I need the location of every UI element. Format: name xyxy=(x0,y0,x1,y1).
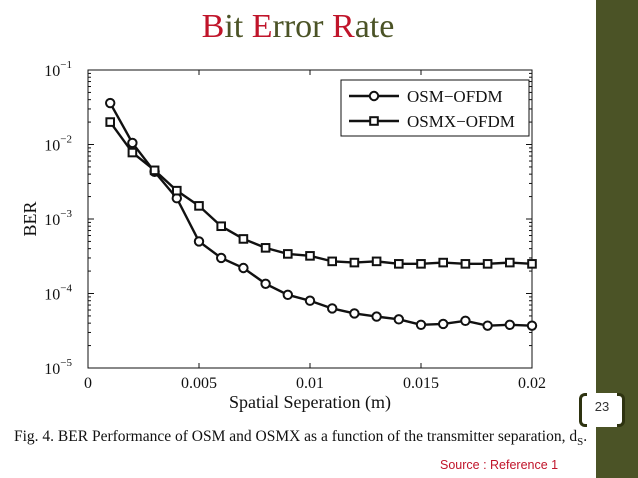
source-note: Source : Reference 1 xyxy=(440,458,559,472)
data-point-square xyxy=(105,117,116,127)
data-point-circle xyxy=(105,97,116,109)
y-tick-exponent: −2 xyxy=(60,134,72,146)
data-point-square xyxy=(371,256,382,267)
y-tick-label: 10−4 xyxy=(44,283,72,304)
data-point-circle xyxy=(216,252,227,264)
slide-title: Bit Error Rate xyxy=(0,8,596,46)
y-tick-base: 10 xyxy=(44,63,60,80)
legend-box xyxy=(340,79,530,137)
data-point-square xyxy=(194,201,204,211)
axis-labels: 0 0.005 0.01 0.015 0.0210−110−210−310−410−5S… xyxy=(20,59,546,413)
bracket-right xyxy=(616,393,625,427)
y-axis-label: BER xyxy=(20,201,40,236)
x-tick-label: 0.015 xyxy=(403,375,439,392)
y-tick-label: 10−5 xyxy=(44,357,72,378)
y-tick-exponent: −3 xyxy=(60,208,72,220)
page-number-background xyxy=(587,393,617,427)
data-point-square xyxy=(260,243,271,253)
y-tick-base: 10 xyxy=(44,212,60,229)
legend-marker-circle xyxy=(368,90,380,102)
legend: OSM−OFDM OSMX−OFDM xyxy=(340,79,530,137)
x-tick-label: 0.01 xyxy=(296,375,324,392)
title-part: R xyxy=(332,8,355,45)
data-point-circle xyxy=(393,314,404,325)
page-number: 23 xyxy=(594,399,610,414)
data-point-square xyxy=(438,257,448,268)
plot-frame xyxy=(87,69,533,369)
data-point-circle xyxy=(127,137,138,149)
title-part: B xyxy=(201,8,225,45)
x-axis-label: Spatial Seperation (m) xyxy=(229,392,391,413)
data-point-square xyxy=(238,234,249,244)
figure-caption: Fig. 4. BER Performance of OSM and OSMX … xyxy=(14,428,594,451)
series-group xyxy=(105,97,538,331)
data-point-circle xyxy=(238,262,249,274)
y-tick-base: 10 xyxy=(44,287,60,304)
data-point-circle xyxy=(482,320,493,331)
y-tick-label: 10−3 xyxy=(44,208,72,229)
data-point-circle xyxy=(460,315,471,327)
data-point-circle xyxy=(504,319,515,331)
data-point-square xyxy=(172,185,182,196)
caption-end: . xyxy=(583,428,588,445)
data-point-square xyxy=(327,256,337,267)
data-point-square xyxy=(416,259,426,269)
legend-label: OSM−OFDM xyxy=(407,87,503,106)
caption-subscript: S xyxy=(577,436,584,449)
data-point-square xyxy=(149,165,160,176)
data-point-circle xyxy=(349,308,360,319)
y-tick-exponent: −4 xyxy=(60,283,72,295)
y-tick-label: 10−1 xyxy=(44,59,72,80)
data-point-circle xyxy=(304,295,316,306)
y-tick-exponent: −1 xyxy=(60,59,72,71)
data-point-square xyxy=(505,257,515,268)
data-point-square xyxy=(283,249,293,259)
data-point-square xyxy=(460,259,471,269)
data-point-square xyxy=(482,259,493,269)
data-point-circle xyxy=(438,318,449,330)
data-point-square xyxy=(349,257,360,268)
x-tick-label: 0 xyxy=(84,375,92,392)
data-point-circle xyxy=(282,289,293,301)
x-tick-label: 0.005 xyxy=(181,375,217,392)
data-point-circle xyxy=(193,236,205,247)
legend-marker-square xyxy=(369,116,379,126)
data-point-square xyxy=(305,251,315,261)
title-part: E xyxy=(251,8,273,45)
data-point-circle xyxy=(260,278,271,289)
legend-label: OSMX−OFDM xyxy=(407,112,515,131)
data-point-circle xyxy=(526,320,538,331)
data-point-square xyxy=(394,259,404,269)
y-tick-exponent: −5 xyxy=(60,357,72,369)
data-point-circle xyxy=(371,311,382,322)
title-part: ate xyxy=(354,8,395,45)
y-tick-base: 10 xyxy=(44,361,60,378)
data-point-square xyxy=(527,259,537,269)
data-point-circle xyxy=(415,319,427,331)
y-tick-base: 10 xyxy=(44,138,60,155)
data-point-circle xyxy=(327,303,338,314)
page-number-badge: 23 xyxy=(579,393,625,427)
caption-text: Fig. 4. BER Performance of OSM and OSMX … xyxy=(14,428,578,445)
y-tick-label: 10−2 xyxy=(44,134,72,155)
bracket-left xyxy=(579,393,588,427)
data-point-square xyxy=(127,147,138,158)
title-part: rror xyxy=(272,8,332,45)
title-part: it xyxy=(224,8,252,45)
x-tick-label: 0.02 xyxy=(518,375,546,392)
data-point-square xyxy=(216,221,226,232)
ber-chart: 0 0.005 0.01 0.015 0.0210−110−210−310−410−5S… xyxy=(20,59,546,413)
